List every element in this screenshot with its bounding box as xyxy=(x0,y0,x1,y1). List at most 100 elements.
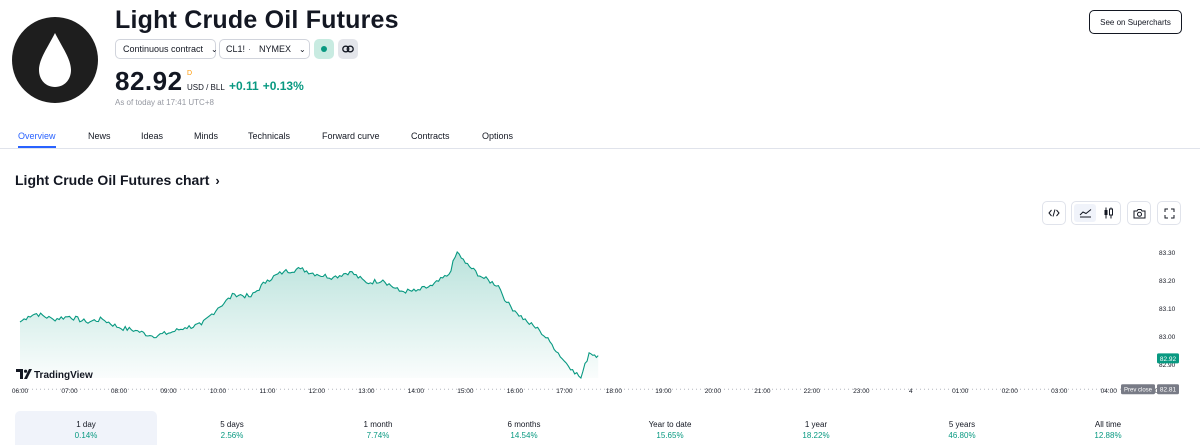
change-percent: +0.13% xyxy=(262,79,304,93)
symbol-separator: · xyxy=(248,44,252,54)
x-tick-label: 22:00 xyxy=(804,388,821,395)
contract-type-dropdown[interactable]: Continuous contract ⌄ xyxy=(115,39,218,59)
market-status-button[interactable] xyxy=(314,39,334,59)
period-label: 1 day xyxy=(76,420,96,429)
change-absolute: +0.11 xyxy=(229,79,259,93)
period-label: 5 days xyxy=(220,420,244,429)
period-change: 15.65% xyxy=(656,431,684,440)
x-tick-label: 03:00 xyxy=(1051,388,1068,395)
x-tick-label: 09:00 xyxy=(160,388,177,395)
period-change: 18.22% xyxy=(802,431,830,440)
x-tick-label: 16:00 xyxy=(507,388,524,395)
period-change: 0.14% xyxy=(74,431,98,440)
area-style-button[interactable] xyxy=(1074,204,1096,222)
chevron-right-icon: › xyxy=(215,173,220,188)
tab-forward-curve[interactable]: Forward curve xyxy=(322,131,380,141)
last-price-label: 82.92 xyxy=(1160,356,1177,363)
prev-close-value-badge xyxy=(1157,384,1179,395)
prev-close-badge xyxy=(1121,384,1155,395)
x-tick-label: 18:00 xyxy=(606,388,623,395)
x-tick-label: 12:00 xyxy=(309,388,326,395)
tab-options[interactable]: Options xyxy=(482,131,514,141)
chart-section-title[interactable]: Light Crude Oil Futures chart › xyxy=(15,172,220,188)
x-tick-label: 23:00 xyxy=(853,388,870,395)
period-button-2[interactable]: 1 month 7.74% xyxy=(307,411,449,445)
exchange-label: NYMEX xyxy=(259,44,292,54)
tab-contracts[interactable]: Contracts xyxy=(411,131,450,141)
camera-icon xyxy=(1133,208,1145,218)
price-change: +0.11 +0.13% xyxy=(229,79,304,93)
see-on-supercharts-button[interactable]: See on Supercharts xyxy=(1089,10,1182,34)
period-button-6[interactable]: 5 years 46.80% xyxy=(891,411,1033,445)
period-label: 1 month xyxy=(363,420,393,429)
x-tick-label: 02:00 xyxy=(1002,388,1019,395)
period-label: Year to date xyxy=(648,420,692,429)
period-label: 6 months xyxy=(507,420,541,429)
tab-bar: Overview News Ideas Minds Technicals For… xyxy=(0,124,1200,149)
symbol-exchange-dropdown[interactable]: CL1! · NYMEX ⌄ xyxy=(219,39,310,59)
y-tick-label: 83.30 xyxy=(1159,250,1176,257)
x-tick-label: 17:00 xyxy=(556,388,573,395)
y-tick-label: 83.20 xyxy=(1159,278,1176,285)
last-price-badge xyxy=(1157,353,1179,364)
x-tick-label: 21:00 xyxy=(754,388,771,395)
tab-ideas[interactable]: Ideas xyxy=(141,131,164,141)
period-change: 14.54% xyxy=(510,431,538,440)
tab-minds[interactable]: Minds xyxy=(194,131,219,141)
embed-code-icon xyxy=(1048,209,1060,217)
fullscreen-icon xyxy=(1164,208,1174,218)
x-tick-label: 06:00 xyxy=(12,388,29,395)
fullscreen-button[interactable] xyxy=(1157,201,1181,225)
prev-close-label: Prev close xyxy=(1124,388,1153,394)
period-change: 2.56% xyxy=(220,431,244,440)
chart-title-label: Light Crude Oil Futures chart xyxy=(15,172,210,188)
period-button-0[interactable]: 1 day 0.14% xyxy=(15,411,157,445)
as-of-timestamp: As of today at 17:41 UTC+8 xyxy=(115,98,214,107)
y-tick-label: 82.90 xyxy=(1159,362,1176,369)
prev-close-value: 82.81 xyxy=(1160,387,1177,394)
period-label: 5 years xyxy=(948,420,976,429)
embed-code-button[interactable] xyxy=(1042,201,1066,225)
period-label: All time xyxy=(1094,420,1122,429)
price-area-fill xyxy=(20,252,599,378)
chart-style-switcher xyxy=(1071,201,1121,225)
tab-technicals[interactable]: Technicals xyxy=(248,131,291,141)
tradingview-logo: TradingView xyxy=(16,369,93,381)
x-tick-label: 11:00 xyxy=(260,388,276,395)
period-button-5[interactable]: 1 year 18.22% xyxy=(745,411,887,445)
x-tick-label: 20:00 xyxy=(705,388,722,395)
x-tick-label: 4 xyxy=(909,388,913,395)
chevron-down-icon: ⌄ xyxy=(299,44,306,54)
period-button-7[interactable]: All time 12.88% xyxy=(1037,411,1179,445)
period-label: 1 year xyxy=(804,420,828,429)
period-button-3[interactable]: 6 months 14.54% xyxy=(453,411,595,445)
price-unit: USD / BLL xyxy=(187,83,225,92)
x-tick-label: 19:00 xyxy=(655,388,672,395)
period-change: 12.88% xyxy=(1094,431,1122,440)
price-chart[interactable]: 83.30 83.20 83.10 83.00 82.90 06:00 07:00 08:0… xyxy=(0,228,1200,398)
period-button-1[interactable]: 5 days 2.56% xyxy=(161,411,303,445)
tradingview-wordmark: TradingView xyxy=(34,370,93,381)
x-tick-label: 13:00 xyxy=(358,388,375,395)
x-tick-label: 15:00 xyxy=(457,388,474,395)
chevron-down-icon: ⌄ xyxy=(211,44,218,54)
candles-icon xyxy=(1104,207,1113,219)
snapshot-button[interactable] xyxy=(1127,201,1151,225)
link-chain-icon xyxy=(342,45,354,53)
page-title: Light Crude Oil Futures xyxy=(115,6,399,34)
link-button[interactable] xyxy=(338,39,358,59)
contract-type-label: Continuous contract xyxy=(123,44,204,54)
period-change: 7.74% xyxy=(366,431,390,440)
x-tick-label: 14:00 xyxy=(408,388,425,395)
oil-drop-icon xyxy=(12,17,98,103)
price-line xyxy=(19,251,599,379)
period-button-4[interactable]: Year to date 15.65% xyxy=(599,411,741,445)
delayed-marker: D xyxy=(187,70,193,77)
candles-style-button[interactable] xyxy=(1097,204,1119,222)
tab-news[interactable]: News xyxy=(88,131,111,141)
tab-overview[interactable]: Overview xyxy=(18,124,56,148)
period-change: 46.80% xyxy=(948,431,976,440)
x-tick-label: 07:00 xyxy=(61,388,78,395)
x-tick-label: 08:00 xyxy=(111,388,128,395)
y-tick-label: 83.00 xyxy=(1159,334,1176,341)
